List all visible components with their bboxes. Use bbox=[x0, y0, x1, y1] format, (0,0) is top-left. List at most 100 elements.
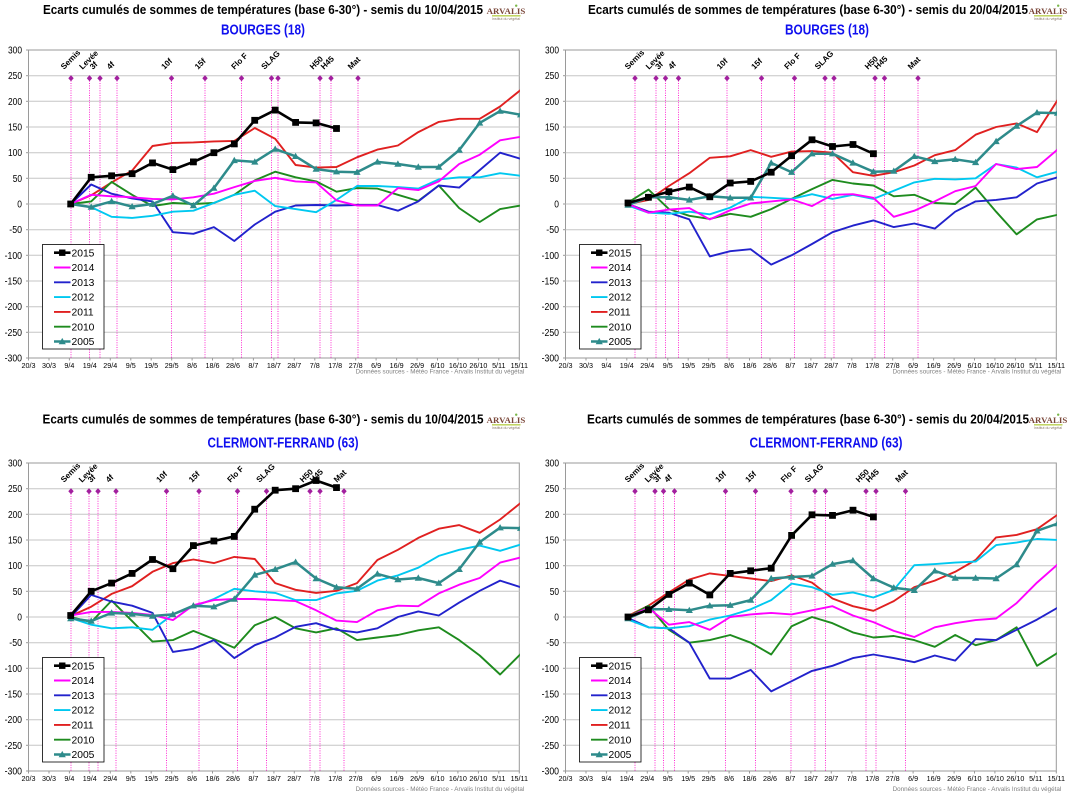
svg-text:29/5: 29/5 bbox=[702, 361, 716, 370]
svg-text:2014: 2014 bbox=[72, 676, 95, 687]
svg-text:300: 300 bbox=[545, 459, 559, 470]
svg-text:0: 0 bbox=[554, 613, 559, 624]
svg-text:2012: 2012 bbox=[609, 293, 632, 304]
svg-text:200: 200 bbox=[545, 510, 559, 521]
svg-text:3f: 3f bbox=[88, 60, 100, 72]
svg-text:9/4: 9/4 bbox=[601, 361, 611, 370]
svg-text:2011: 2011 bbox=[72, 308, 94, 319]
svg-text:Institut du végétal: Institut du végétal bbox=[1034, 426, 1062, 430]
svg-text:200: 200 bbox=[8, 97, 22, 108]
svg-text:26/9: 26/9 bbox=[947, 774, 961, 783]
svg-text:28/6: 28/6 bbox=[763, 361, 777, 370]
svg-text:2013: 2013 bbox=[72, 691, 95, 702]
svg-text:17/8: 17/8 bbox=[865, 361, 879, 370]
svg-text:26/10: 26/10 bbox=[1006, 361, 1024, 370]
svg-text:150: 150 bbox=[8, 536, 22, 547]
svg-text:-100: -100 bbox=[542, 251, 560, 262]
svg-text:2012: 2012 bbox=[609, 706, 632, 717]
svg-text:-300: -300 bbox=[5, 354, 23, 365]
svg-text:2010: 2010 bbox=[609, 735, 632, 746]
svg-text:4f: 4f bbox=[663, 473, 675, 485]
svg-text:-100: -100 bbox=[542, 664, 560, 675]
svg-text:2005: 2005 bbox=[72, 337, 95, 348]
svg-text:-250: -250 bbox=[5, 741, 23, 752]
svg-text:2005: 2005 bbox=[609, 750, 632, 761]
svg-text:100: 100 bbox=[8, 148, 22, 159]
svg-text:18/7: 18/7 bbox=[267, 774, 281, 783]
svg-text:2012: 2012 bbox=[72, 706, 95, 717]
svg-text:15f: 15f bbox=[187, 469, 202, 484]
svg-text:2015: 2015 bbox=[72, 661, 95, 672]
svg-text:6/9: 6/9 bbox=[908, 774, 918, 783]
svg-text:28/6: 28/6 bbox=[763, 774, 777, 783]
svg-text:-150: -150 bbox=[5, 277, 23, 288]
svg-text:2014: 2014 bbox=[609, 676, 632, 687]
svg-text:Flo F: Flo F bbox=[783, 51, 803, 71]
svg-text:100: 100 bbox=[8, 561, 22, 572]
svg-text:Ecarts cumulés de sommes de te: Ecarts cumulés de sommes de températures… bbox=[43, 412, 484, 427]
svg-text:-50: -50 bbox=[9, 225, 22, 236]
svg-text:26/10: 26/10 bbox=[1006, 774, 1024, 783]
svg-text:-100: -100 bbox=[5, 664, 23, 675]
svg-text:27/8: 27/8 bbox=[886, 774, 900, 783]
svg-text:19/4: 19/4 bbox=[83, 361, 97, 370]
svg-text:300: 300 bbox=[8, 459, 22, 470]
svg-text:15f: 15f bbox=[193, 56, 208, 71]
svg-text:ARVALIS: ARVALIS bbox=[1029, 6, 1068, 16]
svg-text:17/8: 17/8 bbox=[865, 774, 879, 783]
svg-text:27/8: 27/8 bbox=[886, 361, 900, 370]
svg-text:30/3: 30/3 bbox=[579, 361, 593, 370]
svg-text:29/5: 29/5 bbox=[702, 774, 716, 783]
svg-text:0: 0 bbox=[17, 613, 22, 624]
svg-text:250: 250 bbox=[8, 71, 22, 82]
svg-text:28/7: 28/7 bbox=[287, 774, 301, 783]
svg-text:Flo F: Flo F bbox=[779, 464, 799, 484]
svg-text:Semis: Semis bbox=[623, 48, 647, 72]
svg-text:Institut du végétal: Institut du végétal bbox=[492, 17, 520, 21]
svg-text:SLAG: SLAG bbox=[813, 49, 835, 71]
svg-text:28/7: 28/7 bbox=[287, 361, 301, 370]
svg-text:-300: -300 bbox=[542, 354, 560, 365]
svg-text:50: 50 bbox=[13, 587, 23, 598]
svg-text:5/11: 5/11 bbox=[492, 361, 505, 370]
svg-text:16/9: 16/9 bbox=[927, 774, 941, 783]
svg-text:8/6: 8/6 bbox=[724, 774, 734, 783]
svg-text:ARVALIS: ARVALIS bbox=[487, 415, 526, 425]
svg-text:SLAG: SLAG bbox=[803, 462, 825, 484]
svg-text:6/10: 6/10 bbox=[968, 361, 982, 370]
svg-text:2011: 2011 bbox=[609, 308, 631, 319]
svg-text:17/8: 17/8 bbox=[328, 361, 342, 370]
svg-text:Mat: Mat bbox=[906, 55, 922, 71]
svg-text:26/9: 26/9 bbox=[410, 774, 424, 783]
svg-text:6/9: 6/9 bbox=[908, 361, 918, 370]
svg-text:2005: 2005 bbox=[609, 337, 632, 348]
svg-text:-50: -50 bbox=[546, 638, 559, 649]
svg-text:-200: -200 bbox=[5, 715, 23, 726]
svg-text:2011: 2011 bbox=[609, 721, 631, 732]
svg-text:28/6: 28/6 bbox=[226, 774, 240, 783]
svg-text:9/5: 9/5 bbox=[126, 774, 136, 783]
svg-text:Données sources - Météo France: Données sources - Météo France - Arvalis… bbox=[893, 369, 1062, 376]
svg-text:-250: -250 bbox=[542, 741, 560, 752]
svg-text:2015: 2015 bbox=[609, 661, 632, 672]
svg-text:6/10: 6/10 bbox=[431, 774, 445, 783]
svg-text:2005: 2005 bbox=[72, 750, 95, 761]
svg-text:Institut du végétal: Institut du végétal bbox=[1034, 17, 1062, 21]
svg-text:6/10: 6/10 bbox=[431, 361, 445, 370]
svg-text:19/5: 19/5 bbox=[144, 361, 158, 370]
svg-text:-250: -250 bbox=[542, 328, 560, 339]
svg-text:-200: -200 bbox=[5, 302, 23, 313]
svg-text:-150: -150 bbox=[542, 690, 560, 701]
svg-text:29/4: 29/4 bbox=[103, 774, 117, 783]
svg-text:30/3: 30/3 bbox=[42, 774, 56, 783]
svg-text:15f: 15f bbox=[744, 469, 759, 484]
svg-text:Ecarts cumulés de sommes de te: Ecarts cumulés de sommes de températures… bbox=[43, 2, 483, 17]
svg-text:CLERMONT-FERRAND (63): CLERMONT-FERRAND (63) bbox=[208, 436, 359, 452]
svg-text:20/3: 20/3 bbox=[22, 774, 36, 783]
svg-text:15/11: 15/11 bbox=[511, 361, 528, 370]
svg-text:3f: 3f bbox=[652, 473, 664, 485]
svg-text:50: 50 bbox=[550, 587, 560, 598]
svg-text:-300: -300 bbox=[5, 767, 23, 778]
svg-text:250: 250 bbox=[545, 71, 559, 82]
svg-text:-100: -100 bbox=[5, 251, 23, 262]
